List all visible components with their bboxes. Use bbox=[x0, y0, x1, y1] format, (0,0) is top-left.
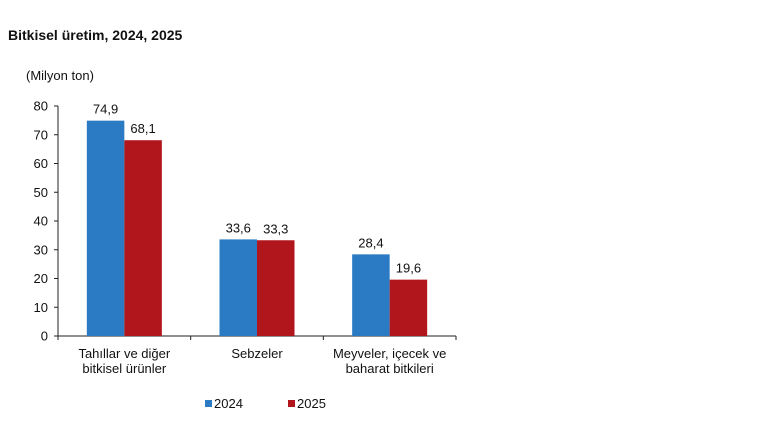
y-tick-label: 50 bbox=[34, 185, 48, 200]
legend-swatch-2024 bbox=[205, 400, 212, 407]
y-axis-label: (Milyon ton) bbox=[26, 68, 94, 83]
x-category-label: Meyveler, içecek ve bbox=[333, 346, 446, 361]
data-label: 74,9 bbox=[93, 102, 118, 117]
legend-swatch-2025 bbox=[288, 400, 295, 407]
y-tick-label: 30 bbox=[34, 242, 48, 257]
bar-2025 bbox=[389, 279, 428, 336]
x-category-label: baharat bitkileri bbox=[346, 361, 434, 376]
data-label: 68,1 bbox=[130, 121, 155, 136]
legend: 2024 2025 bbox=[205, 396, 326, 411]
x-category-label: bitkisel ürünler bbox=[82, 361, 166, 376]
legend-label: 2025 bbox=[297, 396, 326, 411]
chart-title: Bitkisel üretim, 2024, 2025 bbox=[8, 27, 183, 43]
bar-2024 bbox=[219, 239, 257, 336]
axes: 0 10 20 30 40 50 60 70 80 Tahıllar ve diğerbitkis… bbox=[34, 99, 457, 376]
x-category-label: Sebzeler bbox=[231, 346, 283, 361]
data-label: 19,6 bbox=[396, 261, 421, 276]
y-tick-label: 60 bbox=[34, 156, 48, 171]
bar-2025 bbox=[124, 140, 162, 336]
y-tick-label: 80 bbox=[34, 99, 48, 114]
data-label: 33,3 bbox=[263, 221, 288, 236]
bar-2024 bbox=[352, 254, 390, 336]
data-label: 28,4 bbox=[358, 235, 383, 250]
y-tick-label: 70 bbox=[34, 127, 48, 142]
y-tick-label: 10 bbox=[34, 300, 48, 315]
bar-2025 bbox=[257, 240, 295, 336]
bars: 74,9 68,1 33,6 33,3 28,4 19,6 bbox=[86, 102, 428, 336]
data-label: 33,6 bbox=[226, 220, 251, 235]
legend-label: 2024 bbox=[214, 396, 243, 411]
x-category-label: Tahıllar ve diğer bbox=[78, 346, 170, 361]
y-tick-label: 40 bbox=[34, 214, 48, 229]
y-tick-label: 0 bbox=[41, 329, 48, 344]
y-tick-label: 20 bbox=[34, 271, 48, 286]
bar-2024 bbox=[86, 120, 125, 336]
